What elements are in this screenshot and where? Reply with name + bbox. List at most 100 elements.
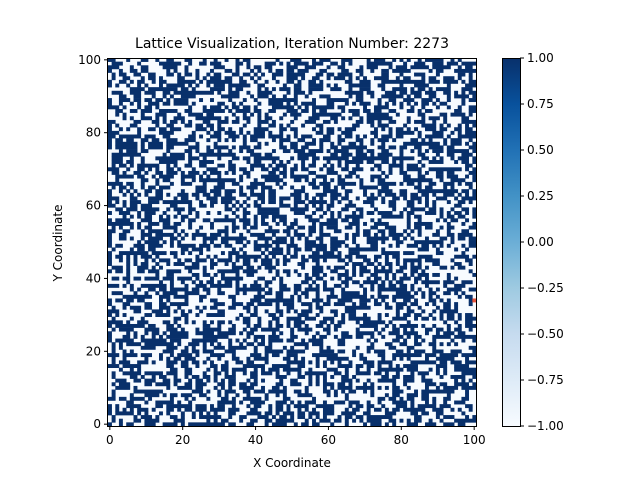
lattice-cell: [162, 134, 171, 139]
lattice-cell: [468, 287, 477, 292]
lattice-cell: [344, 396, 349, 401]
lattice-cell: [239, 247, 244, 252]
lattice-cell: [424, 422, 437, 427]
lattice-cell: [355, 163, 360, 168]
lattice-cell: [414, 415, 422, 420]
lattice-cell: [304, 247, 313, 252]
lattice-cell: [377, 291, 382, 296]
lattice-cell: [286, 316, 302, 321]
lattice-cell: [403, 262, 408, 266]
lattice-cell: [144, 342, 174, 347]
lattice-cell: [213, 218, 236, 223]
lattice-cell: [377, 287, 408, 292]
lattice-cell: [319, 79, 324, 84]
lattice-cell: [363, 313, 367, 317]
lattice-cell: [428, 68, 433, 73]
lattice-cell: [250, 418, 258, 423]
lattice-cell: [293, 94, 298, 99]
lattice-cell: [166, 327, 178, 332]
lattice-cell: [264, 229, 280, 234]
lattice-cell: [297, 298, 302, 303]
lattice-cell: [337, 178, 346, 183]
lattice-cell: [246, 411, 262, 416]
lattice-cell: [108, 364, 120, 368]
lattice-cell: [406, 225, 411, 230]
lattice-cell: [290, 378, 298, 383]
lattice-cell: [122, 276, 131, 281]
lattice-cell: [428, 207, 437, 212]
lattice-cell: [235, 254, 262, 259]
lattice-cell: [173, 90, 214, 95]
lattice-cell: [108, 68, 112, 73]
lattice-cell: [290, 58, 302, 62]
lattice-cell: [231, 112, 236, 117]
lattice-cell: [392, 236, 400, 241]
lattice-cell: [410, 269, 419, 274]
lattice-cell: [355, 207, 364, 212]
lattice-cell: [304, 276, 313, 281]
lattice-cell: [388, 418, 397, 423]
lattice-cell: [118, 134, 142, 139]
lattice-cell: [118, 98, 131, 103]
lattice-cell: [271, 87, 276, 92]
lattice-cell: [253, 389, 265, 394]
lattice-cell: [268, 109, 276, 113]
lattice-cell: [217, 400, 236, 405]
lattice-cell: [344, 262, 349, 266]
lattice-cell: [282, 269, 291, 274]
lattice-cell: [443, 192, 455, 197]
lattice-cell: [366, 240, 378, 245]
lattice-cell: [432, 407, 444, 412]
lattice-cell: [293, 149, 306, 154]
lattice-cell: [169, 415, 178, 420]
heatmap-cells: [108, 58, 477, 427]
lattice-cell: [465, 65, 473, 70]
lattice-cell: [344, 225, 353, 230]
lattice-cell: [210, 221, 214, 226]
lattice-cell: [388, 200, 397, 205]
lattice-cell: [472, 149, 477, 154]
lattice-cell: [435, 305, 440, 310]
lattice-cell: [355, 68, 364, 73]
lattice-cell: [115, 145, 138, 150]
lattice-cell: [454, 320, 459, 325]
lattice-cell: [352, 240, 357, 245]
lattice-cell: [206, 174, 211, 179]
lattice-cell: [253, 160, 262, 164]
lattice-cell: [377, 367, 404, 372]
lattice-cell: [355, 149, 364, 154]
lattice-cell: [381, 68, 389, 73]
lattice-cell: [177, 211, 182, 215]
lattice-cell: [122, 353, 138, 358]
lattice-cell: [177, 305, 182, 310]
lattice-cell: [159, 258, 171, 263]
x-tick-label: 20: [175, 433, 190, 447]
lattice-cell: [432, 262, 440, 266]
lattice-cell: [108, 130, 120, 135]
lattice-cell: [410, 192, 419, 197]
lattice-cell: [206, 367, 211, 372]
lattice-cell: [308, 254, 342, 259]
lattice-cell: [432, 65, 451, 70]
lattice-cell: [395, 404, 408, 409]
lattice-cell: [144, 83, 149, 88]
lattice-cell: [162, 94, 167, 99]
lattice-cell: [366, 160, 375, 164]
lattice-cell: [454, 68, 477, 73]
lattice-cell: [253, 356, 269, 361]
lattice-cell: [454, 283, 466, 288]
lattice-cell: [312, 272, 320, 277]
lattice-cell: [377, 83, 386, 88]
lattice-cell: [242, 371, 247, 376]
lattice-cell: [115, 407, 120, 412]
lattice-cell: [151, 407, 156, 412]
lattice-cell: [173, 294, 189, 299]
lattice-cell: [133, 276, 142, 281]
lattice-cell: [344, 415, 353, 420]
lattice-cell: [461, 291, 466, 296]
lattice-cell: [439, 127, 448, 132]
lattice-cell: [206, 167, 218, 172]
lattice-cell: [472, 174, 477, 179]
lattice-cell: [279, 287, 291, 292]
lattice-cell: [377, 101, 382, 106]
